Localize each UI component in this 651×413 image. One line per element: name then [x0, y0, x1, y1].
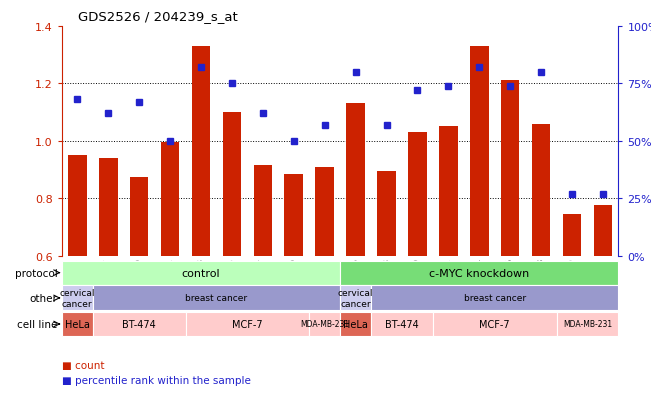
Text: MDA-MB-231: MDA-MB-231 — [563, 320, 612, 329]
Bar — [594, 206, 612, 256]
Bar — [130, 177, 148, 256]
Bar — [562, 214, 581, 256]
Text: cell line: cell line — [17, 319, 57, 329]
Text: MCF-7: MCF-7 — [232, 319, 263, 329]
Text: cervical
cancer: cervical cancer — [59, 289, 95, 308]
Bar — [68, 156, 87, 256]
Bar — [161, 143, 179, 256]
Bar — [377, 171, 396, 256]
Text: GDS2526 / 204239_s_at: GDS2526 / 204239_s_at — [78, 10, 238, 23]
Text: cervical
cancer: cervical cancer — [338, 289, 374, 308]
Text: control: control — [182, 268, 220, 278]
Bar — [501, 81, 519, 256]
Bar — [408, 133, 426, 256]
Text: other: other — [29, 293, 57, 303]
Bar — [315, 167, 334, 256]
Bar — [470, 47, 488, 256]
Text: c-MYC knockdown: c-MYC knockdown — [429, 268, 529, 278]
Text: breast cancer: breast cancer — [186, 294, 247, 303]
Bar — [253, 166, 272, 256]
Bar — [223, 113, 241, 256]
Bar — [532, 124, 550, 256]
Bar — [346, 104, 365, 256]
Bar — [439, 127, 458, 256]
Text: BT-474: BT-474 — [122, 319, 156, 329]
Text: MDA-MB-231: MDA-MB-231 — [300, 320, 349, 329]
Bar — [191, 47, 210, 256]
Text: MCF-7: MCF-7 — [479, 319, 510, 329]
Text: HeLa: HeLa — [343, 319, 368, 329]
Text: ■ count: ■ count — [62, 361, 104, 370]
Text: protocol: protocol — [14, 268, 57, 278]
Text: HeLa: HeLa — [65, 319, 90, 329]
Bar — [99, 159, 117, 256]
Text: breast cancer: breast cancer — [464, 294, 526, 303]
Text: ■ percentile rank within the sample: ■ percentile rank within the sample — [62, 375, 251, 385]
Bar — [284, 174, 303, 256]
Text: BT-474: BT-474 — [385, 319, 419, 329]
